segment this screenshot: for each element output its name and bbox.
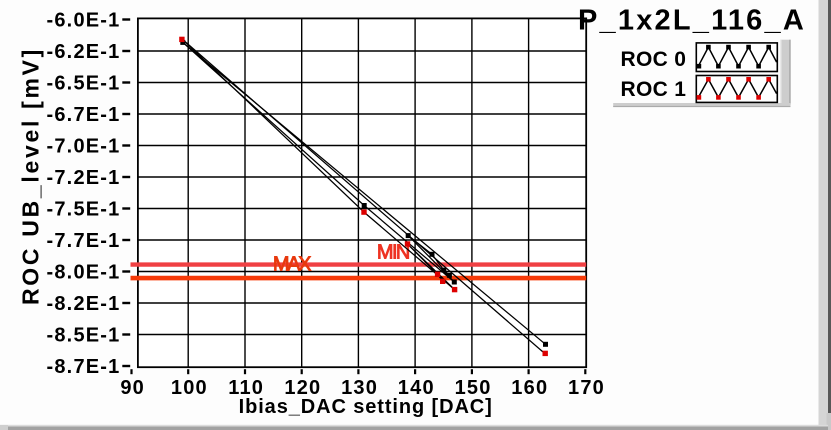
svg-text:130: 130 [341,377,378,399]
svg-text:ROC 1: ROC 1 [621,78,687,101]
svg-text:-6.7E-1: -6.7E-1 [47,104,121,126]
svg-text:-6.5E-1: -6.5E-1 [47,73,121,95]
svg-text:MAX: MAX [273,254,311,276]
svg-text:P_1x2L_116_A: P_1x2L_116_A [578,4,806,36]
svg-text:110: 110 [228,377,264,399]
svg-text:90: 90 [120,377,145,399]
svg-text:Ibias_DAC setting [DAC]: Ibias_DAC setting [DAC] [239,396,493,418]
svg-text:MIN: MIN [377,242,409,264]
svg-text:ROC 0: ROC 0 [621,48,687,71]
svg-text:-6.2E-1: -6.2E-1 [47,41,121,63]
svg-text:-7.0E-1: -7.0E-1 [47,136,121,158]
svg-text:-8.5E-1: -8.5E-1 [47,325,121,347]
svg-text:-8.2E-1: -8.2E-1 [47,293,121,315]
svg-text:140: 140 [398,377,435,399]
svg-text:-8.7E-1: -8.7E-1 [47,356,121,378]
svg-text:-6.0E-1: -6.0E-1 [47,10,121,32]
svg-text:-7.2E-1: -7.2E-1 [47,167,121,189]
svg-text:-7.5E-1: -7.5E-1 [47,199,121,221]
svg-text:ROC UB_level [mV]: ROC UB_level [mV] [18,47,44,305]
svg-text:170: 170 [568,377,605,399]
svg-text:-8.0E-1: -8.0E-1 [47,262,121,284]
svg-text:120: 120 [284,377,321,399]
svg-text:-7.7E-1: -7.7E-1 [47,230,121,252]
svg-text:150: 150 [455,377,492,399]
svg-text:160: 160 [511,377,548,399]
svg-text:100: 100 [171,377,208,399]
